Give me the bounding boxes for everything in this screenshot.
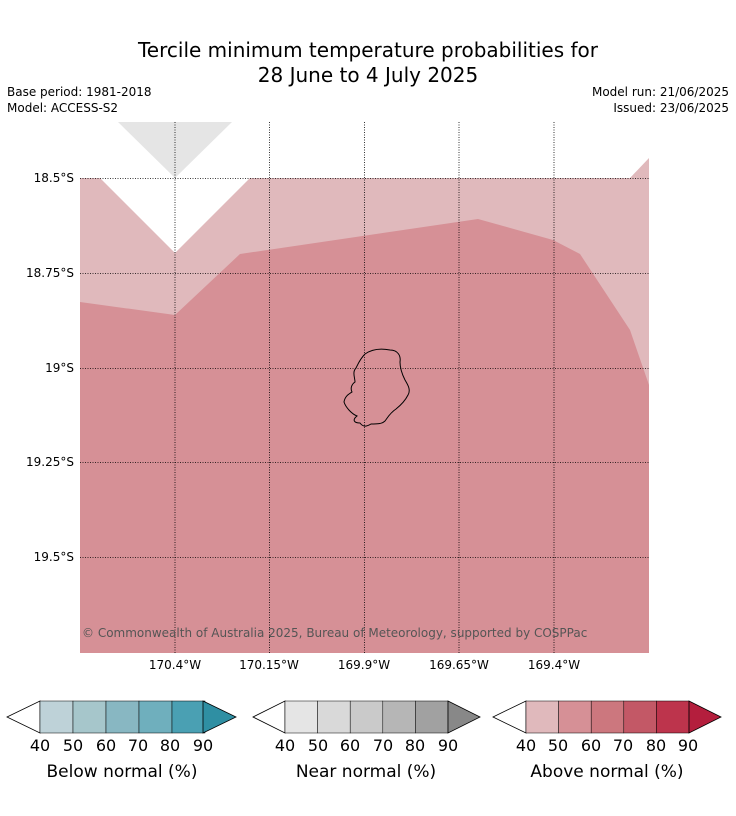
below-tick-90: 90 [192,736,214,755]
lat-label-19-5: 19.5°S [33,550,74,564]
issued-date: Issued: 23/06/2025 [613,101,729,115]
above-tick-40: 40 [515,736,537,755]
near-tick-70: 70 [372,736,394,755]
below-normal-title: Below normal (%) [46,762,198,782]
below-tick-70: 70 [127,736,149,755]
lon-label-170-4: 170.4°W [148,658,202,672]
near-normal-cell-60-70 [349,700,384,734]
above-normal-cell-50-60 [558,700,592,734]
below-tick-60: 60 [95,736,117,755]
above-normal-title: Above normal (%) [530,762,684,782]
near-normal-cell-80-90 [415,700,449,734]
lat-label-18-5: 18.5°S [33,171,74,185]
below-normal-cell-70-80 [138,700,173,734]
above-normal-50-60-region [80,219,649,653]
near-normal-cell-40-50 [284,700,318,734]
below-normal-cell-40-50 [39,700,74,734]
lon-label-169-9: 169.9°W [337,658,391,672]
near-normal-under-arrow [252,700,286,734]
niue-island-coastline [343,348,410,427]
near-tick-50: 50 [307,736,329,755]
lon-label-169-65: 169.65°W [429,658,489,672]
base-period: Base period: 1981-2018 [7,85,152,99]
lat-label-19-25: 19.25°S [26,455,74,469]
model-name: Model: ACCESS-S2 [7,101,119,115]
near-tick-80: 80 [404,736,426,755]
near-tick-60: 60 [339,736,361,755]
lat-label-18-75: 18.75°S [26,266,74,280]
above-tick-50: 50 [547,736,569,755]
above-normal-colorbar [492,700,722,734]
near-tick-40: 40 [274,736,296,755]
model-run: Model run: 21/06/2025 [591,85,729,99]
title-line-1: Tercile minimum temperature probabilitie… [137,38,599,62]
copyright-notice: © Commonwealth of Australia 2025, Bureau… [82,626,588,640]
below-normal-cell-60-70 [105,700,140,734]
lat-label-19: 19°S [45,361,74,375]
below-normal-colorbar [6,700,237,734]
meta-left: Base period: 1981-2018 Model: ACCESS-S2 [7,84,152,116]
near-tick-90: 90 [437,736,459,755]
above-normal-over-arrow [688,700,722,734]
title-line-2: 28 June to 4 July 2025 [257,63,479,87]
below-normal-over-arrow [202,700,237,734]
above-normal-under-arrow [492,700,527,734]
near-normal-over-arrow [447,700,481,734]
probability-map [80,122,649,653]
below-normal-cell-50-60 [72,700,107,734]
below-tick-40: 40 [29,736,51,755]
near-normal-cell-50-60 [317,700,351,734]
above-tick-70: 70 [612,736,634,755]
meta-right: Model run: 21/06/2025 Issued: 23/06/2025 [592,84,729,116]
near-normal-title: Near normal (%) [295,762,437,782]
above-tick-80: 80 [645,736,667,755]
below-tick-80: 80 [159,736,181,755]
near-normal-colorbar [252,700,481,734]
below-normal-under-arrow [6,700,41,734]
page-title: Tercile minimum temperature probabilitie… [0,38,736,88]
lon-label-169-4: 169.4°W [527,658,581,672]
above-normal-cell-40-50 [525,700,559,734]
below-normal-cell-80-90 [171,700,206,734]
above-normal-cell-60-70 [590,700,625,734]
above-tick-60: 60 [580,736,602,755]
above-normal-cell-70-80 [623,700,657,734]
lon-label-170-15: 170.15°W [239,658,299,672]
near-normal-cell-70-80 [382,700,416,734]
longitude-grid-lines [174,122,555,653]
below-tick-50: 50 [62,736,84,755]
above-normal-cell-80-90 [656,700,690,734]
above-tick-90: 90 [677,736,699,755]
